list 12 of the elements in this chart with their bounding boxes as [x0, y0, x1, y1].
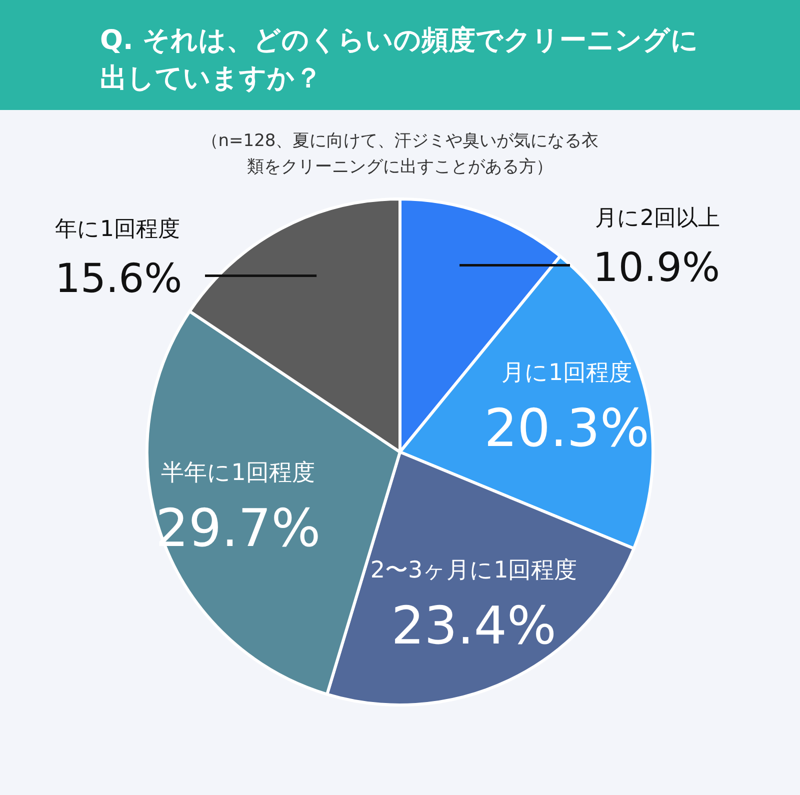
slice-label: 半年に1回程度 — [161, 460, 315, 486]
data-label: 23.4% — [391, 596, 556, 656]
chart-title: Q. それは、どのくらいの頻度でクリーニングに出していますか？ — [0, 0, 800, 110]
data-label: 15.6% — [55, 256, 182, 302]
data-label: 29.7% — [155, 499, 321, 560]
slice-label: 月に2回以上 — [595, 206, 720, 232]
data-label: 20.3% — [484, 398, 650, 459]
slice-label: 年に1回程度 — [55, 216, 180, 242]
slice-label: 月に1回程度 — [502, 360, 632, 386]
chart-subtitle: （n=128、夏に向けて、汗ジミや臭いが気になる衣類をクリーニングに出すことがある方） — [200, 130, 600, 179]
data-label: 10.9% — [592, 245, 720, 292]
slice-label: 2〜3ヶ月に1回程度 — [370, 557, 578, 584]
